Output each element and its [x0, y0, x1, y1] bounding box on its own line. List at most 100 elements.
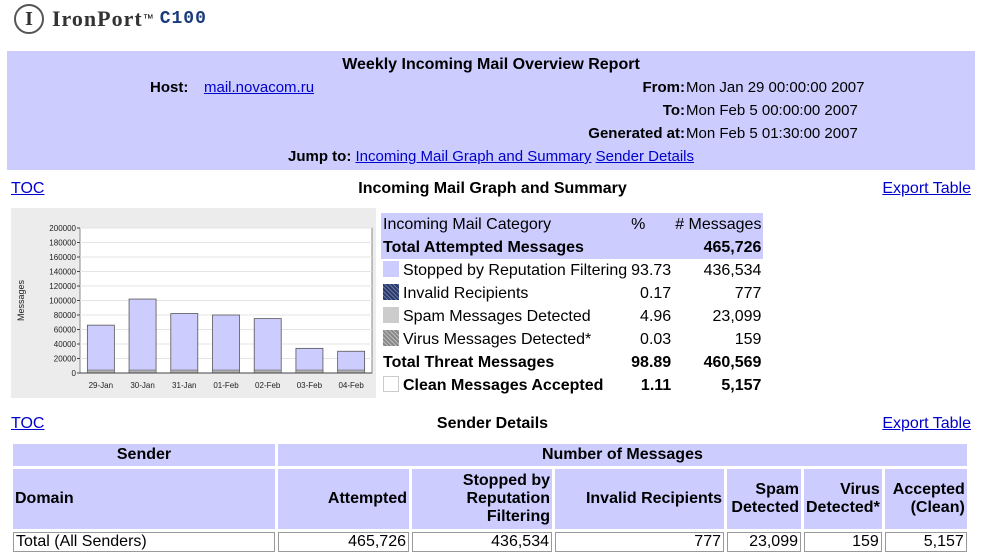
to-label: To:	[662, 102, 685, 119]
generated-label: Generated at:	[588, 125, 685, 142]
summary-total-attempted-row: Total Attempted Messages 465,726	[381, 236, 764, 259]
jump-label: Jump to:	[288, 148, 352, 165]
host-link[interactable]: mail.novacom.ru	[204, 79, 315, 96]
x-tick-label: 03-Feb	[297, 381, 323, 390]
y-tick-label: 40000	[54, 340, 77, 349]
cell-stopped: 436,534	[412, 532, 552, 552]
cell-spam: 23,099	[727, 532, 801, 552]
jump-link-graph-summary[interactable]: Incoming Mail Graph and Summary	[355, 148, 592, 165]
spam-pct: 4.96	[640, 307, 672, 325]
cell-accepted: 5,157	[884, 532, 967, 552]
clean-label-cell: Clean Messages Accepted	[381, 374, 629, 397]
invalid-recipients-label: Invalid Recipients	[403, 285, 529, 302]
x-tick-label: 31-Jan	[172, 381, 196, 390]
from-value: Mon Jan 29 00:00:00 2007	[686, 79, 865, 96]
cell-attempted: 465,726	[278, 532, 409, 552]
total-attempted-pct	[629, 236, 674, 259]
y-tick-label: 0	[72, 369, 77, 378]
x-tick-label: 04-Feb	[338, 381, 364, 390]
ironport-logo: I IronPort ™ C100	[14, 2, 207, 36]
summary-row-label: Invalid Recipients	[381, 282, 629, 305]
y-tick-label: 180000	[49, 239, 76, 248]
x-tick-label: 02-Feb	[255, 381, 281, 390]
chart-svg: 0 20000 40000 60000 80000 100000 120000 140000 1…	[16, 224, 373, 390]
sender-details-table: Sender Number of Messages Domain Attempt…	[10, 441, 970, 555]
col-attempted: Attempted	[278, 469, 409, 529]
summary-row: Stopped by Reputation Filtering 93.73 43…	[381, 259, 763, 282]
chart-bar	[295, 347, 324, 374]
clean-pct: 1.11	[640, 376, 672, 394]
logo-mark: I	[14, 4, 44, 34]
report-title: Weekly Incoming Mail Overview Report	[342, 56, 640, 73]
header-messages: # Messages	[673, 213, 764, 236]
to-value: Mon Feb 5 00:00:00 2007	[686, 102, 858, 119]
total-attempted-count: 465,726	[673, 236, 764, 259]
host-label: Host:	[150, 79, 189, 96]
generated-value: Mon Feb 5 01:30:00 2007	[686, 125, 858, 142]
total-threat-label: Total Threat Messages	[383, 353, 555, 371]
col-accepted-clean: Accepted (Clean)	[884, 469, 967, 529]
y-tick-label: 80000	[54, 311, 77, 320]
summary-row-label: Spam Messages Detected	[381, 305, 629, 328]
chart-bar	[212, 314, 240, 374]
header-category: Incoming Mail Category	[381, 213, 630, 236]
cell-invalid: 777	[555, 532, 724, 552]
summary-header-row: Incoming Mail Category % # Messages	[381, 213, 764, 236]
reputation-count: 436,534	[703, 261, 762, 279]
total-threat-pct: 98.89	[631, 353, 672, 371]
y-tick-label: 20000	[54, 355, 77, 364]
cell-domain: Total (All Senders)	[13, 532, 275, 552]
cell-virus: 159	[804, 532, 882, 552]
y-tick-label: 60000	[54, 326, 77, 335]
header-percent: %	[629, 213, 674, 236]
col-invalid-recipients: Invalid Recipients	[555, 469, 724, 529]
export-table-link-sender[interactable]: Export Table	[882, 415, 971, 432]
chart-bar	[337, 350, 366, 374]
virus-swatch	[383, 330, 399, 346]
summary-table: Incoming Mail Category % # Messages Tota…	[381, 213, 764, 397]
invalid-recipients-count: 777	[734, 284, 762, 302]
group-header-sender: Sender	[13, 444, 275, 466]
group-header-row: Sender Number of Messages	[13, 444, 967, 466]
clean-label: Clean Messages Accepted	[403, 377, 604, 394]
chart-bar	[86, 324, 115, 374]
col-domain: Domain	[13, 469, 275, 529]
y-tick-label: 140000	[49, 268, 76, 277]
jump-link-sender-details[interactable]: Sender Details	[595, 148, 694, 165]
summary-total-threat-row: Total Threat Messages 98.89 460,569	[381, 351, 763, 374]
invalid-recipients-swatch	[383, 284, 399, 300]
x-tick-label: 01-Feb	[213, 381, 239, 390]
virus-pct: 0.03	[640, 330, 672, 348]
x-tick-label: 29-Jan	[89, 381, 113, 390]
spam-count: 23,099	[712, 307, 762, 325]
incoming-mail-chart: 0 20000 40000 60000 80000 100000 120000 140000 1…	[11, 208, 376, 398]
reputation-label: Stopped by Reputation Filtering	[403, 262, 628, 279]
clean-swatch	[383, 376, 399, 392]
table-row: Total (All Senders) 465,726 436,534 777 …	[13, 532, 967, 552]
virus-label: Virus Messages Detected*	[403, 331, 592, 348]
section-title-sender-details: Sender Details	[436, 415, 549, 432]
toc-link[interactable]: TOC	[11, 180, 45, 197]
total-attempted-label: Total Attempted Messages	[381, 236, 630, 259]
x-tick-label: 30-Jan	[130, 381, 154, 390]
chart-bar	[253, 318, 282, 374]
chart-bar	[128, 298, 157, 374]
export-table-link[interactable]: Export Table	[882, 180, 971, 197]
summary-row: Virus Messages Detected* 0.03 159	[381, 328, 763, 351]
report-header: Weekly Incoming Mail Overview Report Hos…	[7, 51, 975, 170]
y-tick-label: 120000	[49, 282, 76, 291]
y-tick-label: 200000	[49, 224, 76, 233]
reputation-swatch	[383, 261, 399, 277]
summary-row: Spam Messages Detected 4.96 23,099	[381, 305, 763, 328]
col-spam-detected: Spam Detected	[727, 469, 801, 529]
col-virus-detected: Virus Detected*	[804, 469, 882, 529]
virus-count: 159	[734, 330, 762, 348]
summary-row-label: Virus Messages Detected*	[381, 328, 629, 351]
jump-to-bar: Jump to: Incoming Mail Graph and Summary…	[7, 148, 975, 165]
reputation-pct: 93.73	[631, 261, 672, 279]
clean-count: 5,157	[721, 376, 762, 394]
chart-bar	[170, 313, 199, 374]
group-header-number-of-messages: Number of Messages	[278, 444, 967, 466]
toc-link-sender[interactable]: TOC	[11, 415, 45, 432]
from-label: From:	[642, 79, 686, 96]
